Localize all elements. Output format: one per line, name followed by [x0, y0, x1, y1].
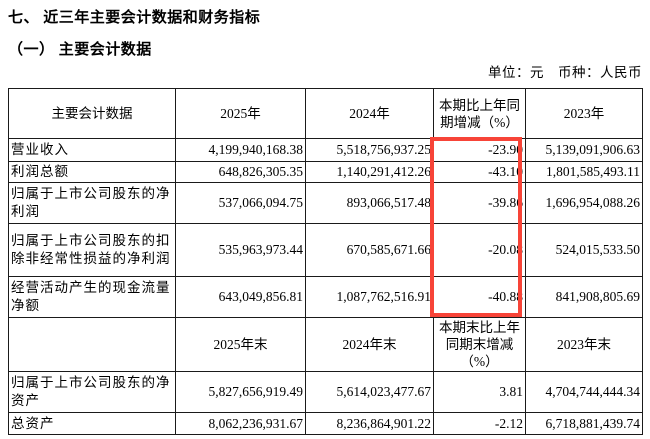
table-header-row-year-end: 2025年末 2024年末 本期末比上年同期末增减（%） 2023年末: [8, 317, 643, 372]
row-label-cell: 经营活动产生的现金流量净额: [8, 276, 176, 318]
value-2025-cell: 537,066,094.75: [175, 182, 306, 224]
value-2024-cell: 1,087,762,516.91: [305, 276, 434, 318]
unit-currency-note: 单位：元 币种：人民币: [488, 65, 642, 80]
row-label-cell: 利润总额: [8, 161, 176, 183]
row-label-cell: 归属于上市公司股东的净利润: [8, 182, 176, 224]
header-cell-metric: 主要会计数据: [8, 88, 176, 139]
row-label-cell: 营业收入: [8, 138, 176, 162]
header-cell-end-change-pct: 本期末比上年同期末增减（%）: [433, 317, 526, 372]
header-cell-2025-end: 2025年末: [175, 317, 306, 372]
change-percent-cell: -39.86: [433, 182, 526, 224]
table-row-net-assets-attributable: 归属于上市公司股东的净资产 5,827,656,919.49 5,614,023…: [8, 371, 643, 413]
header-cell-2023: 2023年: [525, 88, 643, 139]
value-2024-cell: 5,518,756,937.25: [305, 138, 434, 162]
table-row-net-profit-excl-nonrecurring: 归属于上市公司股东的扣除非经常性损益的净利润 535,963,973.44 67…: [8, 223, 643, 277]
value-2024-cell: 893,066,517.48: [305, 182, 434, 224]
value-2023-cell: 5,139,091,906.63: [525, 138, 643, 162]
header-cell-2024-end: 2024年末: [305, 317, 434, 372]
table-row-operating-cash-flow: 经营活动产生的现金流量净额 643,049,856.81 1,087,762,5…: [8, 276, 643, 318]
row-label-cell: 归属于上市公司股东的扣除非经常性损益的净利润: [8, 223, 176, 277]
row-label-cell: 归属于上市公司股东的净资产: [8, 371, 176, 413]
table-row-operating-revenue: 营业收入 4,199,940,168.38 5,518,756,937.25 -…: [8, 138, 643, 162]
value-2025-cell: 648,826,305.35: [175, 161, 306, 183]
value-2023-cell: 524,015,533.50: [525, 223, 643, 277]
value-2024-cell: 8,236,864,901.22: [305, 412, 434, 435]
value-2023-cell: 4,704,744,444.34: [525, 371, 643, 413]
header-cell-2024: 2024年: [305, 88, 434, 139]
change-percent-cell: 3.81: [433, 371, 526, 413]
header-cell-empty: [8, 317, 176, 372]
value-2023-cell: 6,718,881,439.74: [525, 412, 643, 435]
table-row-total-profit: 利润总额 648,826,305.35 1,140,291,412.26 -43…: [8, 161, 643, 183]
value-2024-cell: 1,140,291,412.26: [305, 161, 434, 183]
value-2023-cell: 1,801,585,493.11: [525, 161, 643, 183]
value-2025-cell: 5,827,656,919.49: [175, 371, 306, 413]
subsection-title: （一） 主要会计数据: [8, 42, 152, 58]
financial-table: 主要会计数据 2025年 2024年 本期比上年同期增减（%） 2023年 营业…: [8, 88, 643, 435]
section-title: 七、 近三年主要会计数据和财务指标: [8, 10, 261, 26]
change-percent-cell: -2.12: [433, 412, 526, 435]
value-2025-cell: 4,199,940,168.38: [175, 138, 306, 162]
header-cell-2025: 2025年: [175, 88, 306, 139]
table-header-row-annual: 主要会计数据 2025年 2024年 本期比上年同期增减（%） 2023年: [8, 88, 643, 139]
change-percent-cell: -20.08: [433, 223, 526, 277]
change-percent-cell: -23.90: [433, 138, 526, 162]
value-2023-cell: 841,908,805.69: [525, 276, 643, 318]
row-label-cell: 总资产: [8, 412, 176, 435]
header-cell-2023-end: 2023年末: [525, 317, 643, 372]
value-2025-cell: 8,062,236,931.67: [175, 412, 306, 435]
table-row-total-assets: 总资产 8,062,236,931.67 8,236,864,901.22 -2…: [8, 412, 643, 435]
header-cell-change-pct: 本期比上年同期增减（%）: [433, 88, 526, 139]
value-2025-cell: 643,049,856.81: [175, 276, 306, 318]
change-percent-cell: -43.10: [433, 161, 526, 183]
change-percent-cell: -40.88: [433, 276, 526, 318]
value-2025-cell: 535,963,973.44: [175, 223, 306, 277]
table-row-net-profit-attributable: 归属于上市公司股东的净利润 537,066,094.75 893,066,517…: [8, 182, 643, 224]
value-2024-cell: 670,585,671.66: [305, 223, 434, 277]
value-2024-cell: 5,614,023,477.67: [305, 371, 434, 413]
value-2023-cell: 1,696,954,088.26: [525, 182, 643, 224]
